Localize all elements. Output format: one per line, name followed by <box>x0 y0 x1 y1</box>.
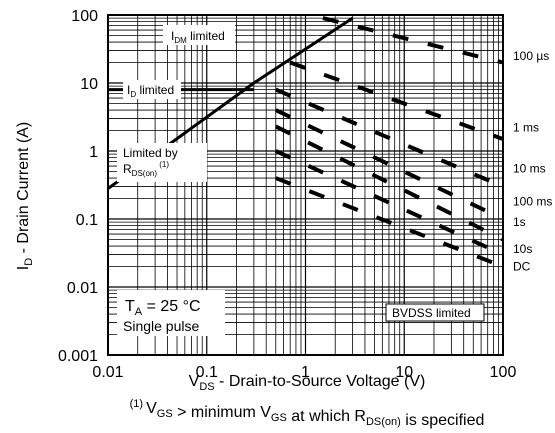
series-line <box>322 16 504 65</box>
duration-label: 1s <box>513 215 526 229</box>
id-box <box>123 80 181 99</box>
series-line <box>274 124 504 242</box>
plot-frame <box>107 14 504 356</box>
footnote-group: (1) VGS > minimum VGS at which RDS(on) i… <box>130 398 485 429</box>
x-axis-label: VDS - Drain-to-Source Voltage (V) <box>189 373 426 393</box>
ta-box <box>117 290 225 336</box>
duration-label: DC <box>513 260 531 274</box>
series-line <box>274 149 504 257</box>
y-tick-label: 100 <box>71 8 98 25</box>
single-pulse-label: Single pulse <box>123 318 199 334</box>
y-tick-label: 0.001 <box>58 348 98 365</box>
x-axis-label-group: VDS - Drain-to-Source Voltage (V) <box>189 373 426 393</box>
duration-label: 10s <box>513 242 532 256</box>
rds-box <box>117 143 207 182</box>
series-line <box>274 87 504 189</box>
bvdss-limited-label: BVDSS limited <box>392 306 471 320</box>
plot-border <box>107 14 504 356</box>
rds-on-label: RDS(on) (1) <box>123 160 169 178</box>
idm-box <box>163 25 235 45</box>
x-tick-label: 0.1 <box>196 364 218 381</box>
duration-label: 100 ms <box>513 195 552 209</box>
y-tick-label: 10 <box>80 76 98 93</box>
y-axis-label: ID - Drain Current (A) <box>15 122 35 270</box>
limited-by-label: Limited by <box>123 146 178 160</box>
duration-label: 1 ms <box>513 121 539 135</box>
x-tick-label: 0.01 <box>92 364 123 381</box>
x-tick-label: 1 <box>301 364 310 381</box>
ta-label: TA = 25 °C <box>125 298 201 318</box>
y-tick-label: 1 <box>89 144 98 161</box>
x-tick-label: 10 <box>395 364 413 381</box>
series-line <box>289 60 504 141</box>
bvdss-box <box>385 303 485 322</box>
duration-label: 100 µs <box>513 49 549 63</box>
series-lines <box>107 16 504 269</box>
id-limited-label: ID limited <box>127 83 174 99</box>
y-tick-label: 0.01 <box>67 280 98 297</box>
series-line <box>275 176 504 269</box>
y-tick-label: 0.1 <box>76 212 98 229</box>
series-line <box>274 108 504 221</box>
y-axis-label-group: ID - Drain Current (A) <box>15 122 35 270</box>
x-tick-label: 100 <box>490 364 517 381</box>
duration-label: 10 ms <box>513 162 546 176</box>
footnote: (1) VGS > minimum VGS at which RDS(on) i… <box>130 398 485 429</box>
idm-limited-label: IDM limited <box>171 29 225 45</box>
pulse-duration-labels: 100 µs 1 ms 10 ms 100 ms 1s 10s DC <box>513 49 552 274</box>
